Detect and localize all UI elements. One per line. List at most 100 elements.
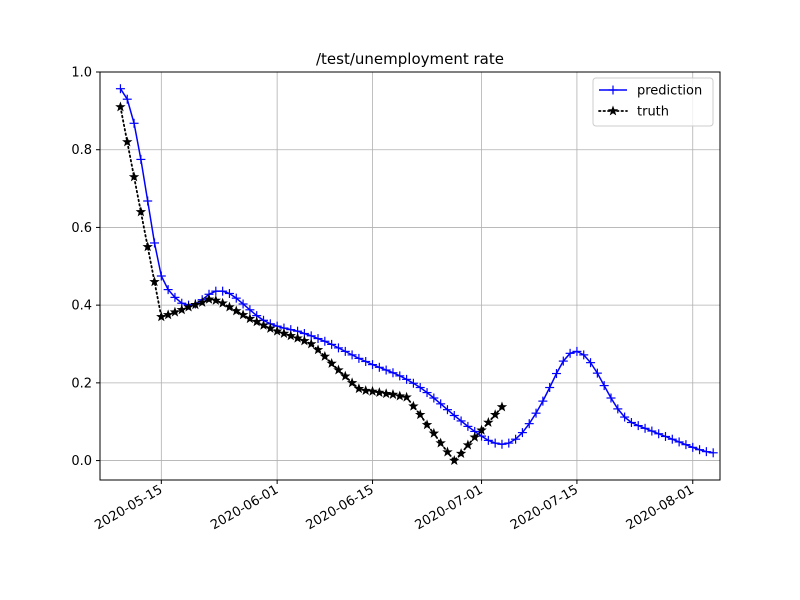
series-layer	[115, 84, 718, 465]
point-prediction	[368, 360, 378, 370]
point-prediction	[565, 348, 575, 358]
point-truth	[183, 301, 194, 312]
point-truth	[285, 330, 296, 341]
point-prediction	[449, 410, 459, 420]
point-prediction	[504, 438, 514, 448]
point-prediction	[626, 417, 636, 427]
point-prediction	[402, 374, 412, 384]
legend-label: truth	[637, 105, 669, 120]
point-prediction	[511, 434, 521, 444]
legend: prediction truth	[592, 77, 714, 127]
point-prediction	[620, 412, 630, 422]
legend-entry-prediction: prediction	[599, 84, 702, 99]
point-prediction	[490, 438, 500, 448]
point-truth	[149, 276, 160, 287]
point-prediction	[136, 154, 146, 164]
chart-title: /test/unemployment rate	[316, 50, 504, 68]
point-truth	[224, 301, 235, 312]
point-prediction	[361, 356, 371, 366]
point-prediction	[163, 285, 173, 295]
point-prediction	[654, 429, 664, 439]
point-truth	[333, 364, 344, 375]
point-truth	[210, 295, 222, 305]
point-truth	[278, 328, 290, 338]
point-prediction	[538, 396, 548, 406]
point-prediction	[327, 339, 337, 349]
point-prediction	[150, 238, 160, 248]
point-prediction	[374, 362, 384, 372]
point-truth	[292, 332, 303, 343]
point-truth	[237, 309, 249, 320]
point-truth	[258, 319, 269, 330]
point-prediction	[701, 447, 711, 457]
point-truth	[380, 388, 392, 399]
point-truth	[271, 325, 283, 336]
point-prediction	[415, 383, 425, 393]
point-truth	[483, 417, 494, 427]
legend-marker	[607, 105, 619, 116]
point-prediction	[592, 368, 602, 378]
point-prediction	[640, 423, 650, 433]
y-tick-label: 1.0	[71, 66, 92, 81]
point-truth	[326, 357, 337, 368]
point-truth	[360, 385, 371, 396]
point-prediction	[442, 405, 452, 415]
point-prediction	[572, 346, 582, 356]
point-prediction	[558, 356, 568, 366]
point-prediction	[579, 350, 589, 360]
point-truth	[176, 304, 187, 315]
point-truth	[203, 293, 215, 304]
plot-frame	[99, 71, 721, 481]
y-tick-label: 0.6	[71, 221, 92, 236]
point-truth	[305, 338, 317, 349]
point-truth	[346, 377, 358, 388]
point-prediction	[408, 378, 418, 388]
point-prediction	[531, 408, 541, 418]
legend-entry-truth: truth	[598, 105, 669, 120]
point-truth	[435, 437, 446, 448]
point-prediction	[156, 271, 166, 281]
point-truth	[115, 101, 126, 112]
point-truth	[442, 446, 453, 457]
point-prediction	[586, 358, 596, 368]
point-prediction	[395, 371, 405, 381]
point-prediction	[313, 334, 323, 344]
point-prediction	[340, 346, 350, 356]
point-prediction	[524, 419, 534, 429]
point-truth	[299, 335, 310, 346]
point-truth	[169, 306, 181, 317]
point-prediction	[218, 286, 228, 296]
point-prediction	[483, 435, 493, 445]
point-truth	[196, 296, 208, 307]
point-prediction	[606, 393, 616, 403]
point-prediction	[170, 292, 180, 302]
point-truth	[128, 171, 140, 182]
point-truth	[415, 409, 426, 420]
point-truth	[394, 390, 405, 401]
point-truth	[469, 431, 480, 442]
point-truth	[244, 313, 256, 324]
point-prediction	[333, 343, 343, 353]
series-prediction	[115, 84, 718, 458]
point-truth	[156, 311, 167, 322]
point-prediction	[667, 434, 677, 444]
point-prediction	[517, 428, 527, 438]
point-prediction	[551, 369, 561, 379]
series-truth	[115, 101, 508, 465]
point-prediction	[681, 440, 691, 450]
point-truth	[251, 316, 262, 327]
point-prediction	[599, 381, 609, 391]
point-prediction	[708, 448, 718, 458]
point-truth	[142, 241, 153, 252]
point-truth	[231, 305, 242, 316]
point-prediction	[320, 336, 330, 346]
point-truth	[374, 387, 385, 397]
point-truth	[135, 206, 147, 217]
point-truth	[462, 439, 474, 450]
point-prediction	[143, 196, 153, 206]
point-prediction	[231, 293, 241, 303]
y-tick-label: 0.0	[71, 454, 92, 469]
point-truth	[312, 344, 324, 355]
point-truth	[489, 409, 501, 420]
y-tick-label: 0.4	[71, 299, 92, 314]
